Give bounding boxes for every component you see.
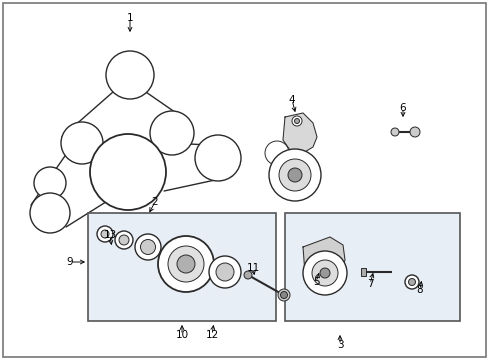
Circle shape bbox=[404, 275, 418, 289]
Circle shape bbox=[177, 255, 195, 273]
Circle shape bbox=[291, 116, 302, 126]
Circle shape bbox=[119, 235, 129, 245]
Circle shape bbox=[264, 141, 288, 165]
Text: 10: 10 bbox=[175, 330, 188, 340]
Text: 13: 13 bbox=[103, 230, 116, 240]
Text: 12: 12 bbox=[205, 330, 218, 340]
Bar bbox=[360, 268, 365, 276]
Circle shape bbox=[106, 51, 154, 99]
Bar bbox=[285, 213, 459, 321]
Text: 8: 8 bbox=[416, 285, 423, 295]
Circle shape bbox=[30, 193, 70, 233]
Circle shape bbox=[150, 111, 194, 155]
Circle shape bbox=[280, 292, 287, 298]
Circle shape bbox=[34, 167, 66, 199]
Circle shape bbox=[279, 159, 310, 191]
Circle shape bbox=[278, 289, 289, 301]
Text: 11: 11 bbox=[246, 263, 259, 273]
Circle shape bbox=[101, 230, 109, 238]
Circle shape bbox=[268, 149, 320, 201]
Circle shape bbox=[216, 263, 234, 281]
Text: 1: 1 bbox=[126, 13, 133, 23]
Circle shape bbox=[294, 118, 299, 123]
Text: 9: 9 bbox=[66, 257, 73, 267]
Text: 2: 2 bbox=[151, 197, 158, 207]
Circle shape bbox=[390, 128, 398, 136]
Text: 5: 5 bbox=[312, 277, 319, 287]
Circle shape bbox=[407, 279, 415, 285]
Circle shape bbox=[135, 234, 161, 260]
Circle shape bbox=[244, 271, 251, 279]
Circle shape bbox=[140, 239, 155, 255]
Circle shape bbox=[61, 122, 103, 164]
Circle shape bbox=[115, 231, 133, 249]
Circle shape bbox=[158, 236, 214, 292]
Circle shape bbox=[303, 251, 346, 295]
Polygon shape bbox=[303, 237, 345, 280]
Circle shape bbox=[97, 226, 113, 242]
Circle shape bbox=[90, 134, 165, 210]
Circle shape bbox=[168, 246, 203, 282]
Circle shape bbox=[287, 168, 302, 182]
Circle shape bbox=[195, 135, 241, 181]
Circle shape bbox=[208, 256, 241, 288]
Text: 4: 4 bbox=[288, 95, 295, 105]
Circle shape bbox=[311, 260, 337, 286]
Circle shape bbox=[319, 268, 329, 278]
Circle shape bbox=[409, 127, 419, 137]
Text: 7: 7 bbox=[366, 279, 372, 289]
Polygon shape bbox=[283, 113, 316, 153]
Bar bbox=[88, 213, 275, 321]
Text: 6: 6 bbox=[399, 103, 406, 113]
Text: 3: 3 bbox=[336, 340, 343, 350]
